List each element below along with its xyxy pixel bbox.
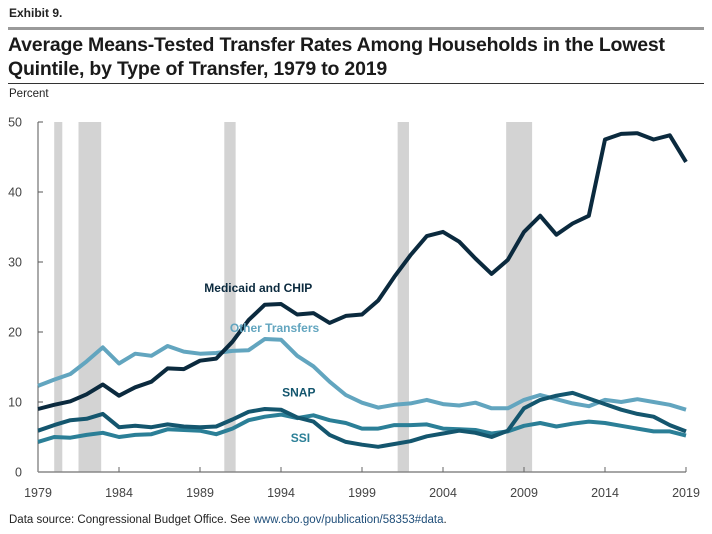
y-tick-label: 30 [8, 256, 22, 270]
series-line-ssi [37, 412, 687, 444]
x-tick-label: 1979 [24, 486, 52, 500]
series-label-medicaid-and-chip: Medicaid and CHIP [204, 281, 312, 295]
series-line-other-transfers [37, 337, 687, 412]
data-source-link[interactable]: www.cbo.gov/publication/58353#data [253, 514, 444, 526]
x-tick-label: 2009 [510, 486, 538, 500]
data-source-note: Data source: Congressional Budget Office… [9, 514, 447, 526]
x-tick-label: 2019 [672, 486, 700, 500]
y-axis-unit-label: Percent [9, 88, 49, 100]
x-tick-label: 1984 [105, 486, 133, 500]
x-tick-label: 1989 [186, 486, 214, 500]
x-tick-label: 2004 [429, 486, 457, 500]
y-tick-label: 20 [8, 326, 22, 340]
chart-title: Average Means-Tested Transfer Rates Amon… [8, 33, 698, 81]
series-line-snap [37, 390, 687, 449]
series-line-medicaid-and-chip [37, 131, 688, 411]
y-tick-label: 0 [15, 466, 22, 480]
data-source-text: Data source: Congressional Budget Office… [9, 514, 254, 526]
header-rule [8, 27, 704, 30]
recession-bar [54, 122, 63, 472]
series-label-ssi: SSI [291, 431, 310, 445]
y-tick-label: 40 [8, 186, 22, 200]
recession-bar [224, 122, 236, 472]
x-tick-label: 2014 [591, 486, 619, 500]
title-rule [8, 83, 704, 84]
series-labels: Medicaid and CHIP Other Transfers SNAP SSI [204, 281, 319, 445]
recession-bar [397, 122, 409, 472]
axes: 0 10 20 30 40 50 1979 1984 1989 1994 1999 2004 2009 2… [8, 116, 700, 501]
x-tick-label: 1994 [267, 486, 295, 500]
y-tick-label: 10 [8, 396, 22, 410]
series-label-snap: SNAP [282, 385, 315, 399]
chart-title-line-2: Quintile, by Type of Transfer, 1979 to 2… [8, 58, 388, 80]
x-tick-label: 1999 [348, 486, 376, 500]
chart-title-line-1: Average Means-Tested Transfer Rates Amon… [8, 34, 665, 56]
series-label-other-transfers: Other Transfers [230, 321, 320, 335]
series-lines [37, 131, 688, 449]
recession-bar [78, 122, 102, 472]
exhibit-label: Exhibit 9. [9, 6, 63, 20]
y-tick-label: 50 [8, 116, 22, 130]
recession-bar [506, 122, 533, 472]
recession-bars [54, 122, 533, 472]
data-source-end: . [443, 514, 447, 526]
